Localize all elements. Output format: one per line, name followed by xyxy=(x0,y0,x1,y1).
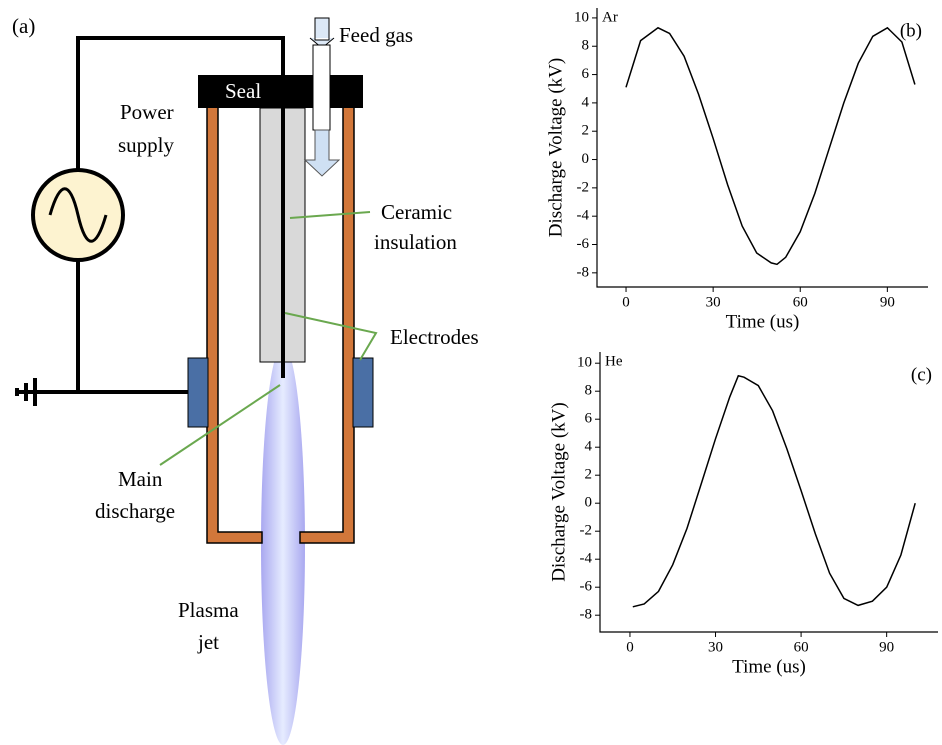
electrode-left xyxy=(187,357,209,428)
y-tick-label: 6 xyxy=(582,66,590,82)
y-tick-label: -2 xyxy=(577,179,590,195)
x-tick-label: 60 xyxy=(794,639,809,655)
leader-line xyxy=(159,211,378,466)
panel-label: (c) xyxy=(911,364,932,385)
diagram: (a) Feed gas Seal Power supply Ceramic i… xyxy=(12,14,479,745)
gas-label: He xyxy=(605,353,623,369)
y-tick-label: 4 xyxy=(585,439,593,455)
y-tick-label: -6 xyxy=(580,579,593,595)
x-tick-label: 30 xyxy=(708,639,723,655)
feed-arrow xyxy=(303,129,341,177)
panel-label: (a) xyxy=(12,14,35,38)
ceramic-label: insulation xyxy=(374,230,457,254)
feed-tube xyxy=(312,44,331,131)
y-tick-label: 8 xyxy=(582,38,590,54)
y-tick-label: 8 xyxy=(585,383,593,399)
y-tick-label: -4 xyxy=(580,551,593,567)
y-tick-label: -6 xyxy=(577,236,590,252)
y-tick-label: -8 xyxy=(580,607,593,623)
y-tick-label: -8 xyxy=(577,264,590,280)
y-axis-label: Discharge Voltage (kV) xyxy=(548,402,569,581)
y-tick-label: -4 xyxy=(577,208,590,224)
axes-frame xyxy=(596,8,928,288)
discharge-label: Main xyxy=(118,467,163,491)
x-axis-label: Time (us) xyxy=(726,311,800,332)
y-tick-label: 0 xyxy=(582,151,590,167)
feed-gas-label: Feed gas xyxy=(339,23,413,47)
x-tick-label: 90 xyxy=(879,639,894,655)
y-tick-label: 10 xyxy=(574,9,589,25)
x-tick-label: 90 xyxy=(880,294,895,310)
ground xyxy=(15,378,37,406)
y-tick-label: 10 xyxy=(577,355,592,371)
plasma-label: jet xyxy=(197,630,219,654)
axes-frame xyxy=(599,352,938,633)
voltage-line xyxy=(625,26,916,266)
y-tick-label: 4 xyxy=(582,94,590,110)
y-tick-label: 2 xyxy=(585,467,593,483)
x-tick-label: 30 xyxy=(706,294,721,310)
discharge-label: discharge xyxy=(95,499,175,523)
electrodes-label: Electrodes xyxy=(390,325,479,349)
seal-block xyxy=(198,75,363,108)
x-tick-label: 60 xyxy=(793,294,808,310)
feed-arrow-top xyxy=(309,17,335,49)
voltage-line xyxy=(632,374,916,608)
x-tick-label: 0 xyxy=(622,294,630,310)
power-label: Power xyxy=(120,100,174,124)
electrode-right xyxy=(352,357,374,428)
gas-label: Ar xyxy=(602,9,618,25)
wire xyxy=(15,36,285,394)
y-axis-label: Discharge Voltage (kV) xyxy=(545,58,566,237)
seal-label: Seal xyxy=(225,79,261,103)
panel-label: (b) xyxy=(900,20,922,41)
sine-symbol xyxy=(48,187,108,243)
plasma-label: Plasma xyxy=(178,598,239,622)
power-label: supply xyxy=(118,133,175,157)
y-tick-label: -2 xyxy=(580,523,593,539)
y-tick-label: 0 xyxy=(585,495,593,511)
x-axis-label: Time (us) xyxy=(732,656,806,677)
ceramic-label: Ceramic xyxy=(381,200,452,224)
y-tick-label: 2 xyxy=(582,123,590,139)
plasma-jet-shape xyxy=(261,345,305,745)
x-tick-label: 0 xyxy=(626,639,634,655)
y-tick-label: 6 xyxy=(585,411,593,427)
